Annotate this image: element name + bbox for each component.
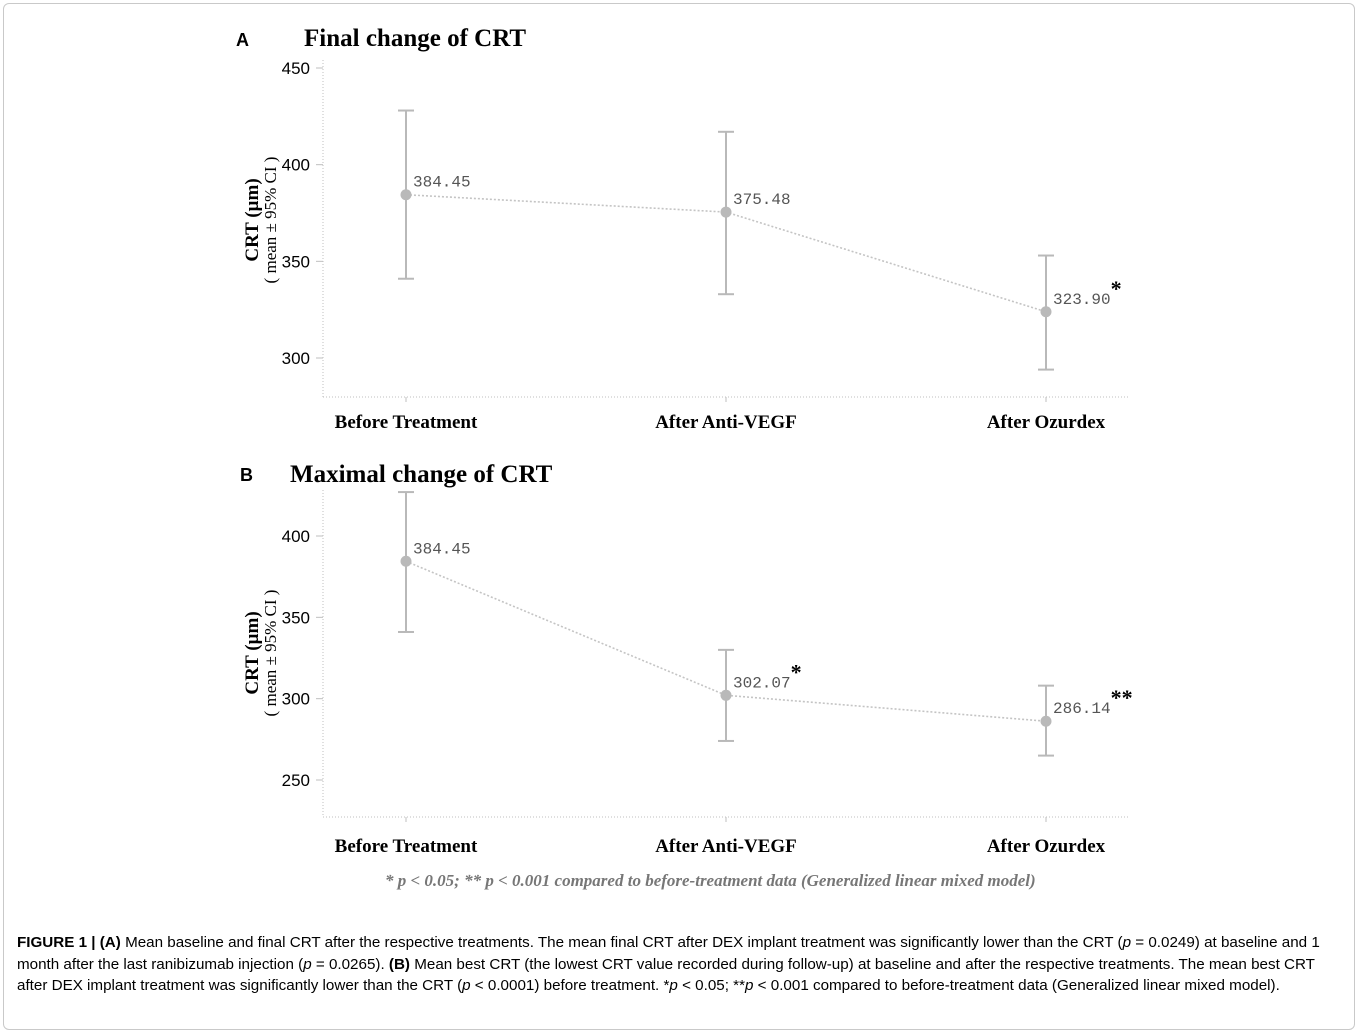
y-axis-label: CRT (µm)( mean ± 95% CI ): [242, 157, 280, 284]
data-point: [400, 189, 412, 201]
panel-b-letter: B: [240, 465, 253, 485]
data-label: 375.48: [733, 191, 791, 209]
caption-text-a3: = 0.0265).: [311, 955, 389, 973]
y-tick-label: 400: [282, 527, 310, 546]
caption-text-b4: < 0.001 compared to before-treatment dat…: [753, 977, 1280, 994]
caption-tag-a: (A): [99, 934, 121, 951]
y-axis-label-sub: ( mean ± 95% CI ): [261, 590, 280, 717]
y-tick-label: 300: [282, 690, 310, 709]
data-point: [720, 689, 732, 701]
y-axis-label-sub: ( mean ± 95% CI ): [261, 157, 280, 284]
x-category-label: After Ozurdex: [987, 836, 1106, 857]
x-category-label: After Anti-VEGF: [655, 836, 797, 857]
data-label: 384.45: [413, 174, 471, 192]
data-label: 323.90: [1053, 291, 1111, 309]
y-tick-label: 400: [282, 156, 310, 175]
significance-footnote: * p < 0.05; ** p < 0.001 compared to bef…: [385, 871, 1036, 890]
caption-text-b2: < 0.0001) before treatment. *: [470, 977, 670, 994]
caption-text-a1: Mean baseline and final CRT after the re…: [125, 934, 1123, 951]
x-category-label: After Ozurdex: [987, 412, 1106, 433]
significance-marker: *: [1111, 276, 1122, 301]
caption-p-symbol: p: [462, 977, 471, 994]
caption-p-symbol: p: [1122, 934, 1132, 951]
data-point: [1040, 715, 1052, 727]
series-line: [405, 560, 1047, 723]
data-point: [1040, 306, 1052, 318]
panel-b-plot: 250 300 350 400 Before Treatment After Anti-V…: [242, 490, 1133, 857]
x-category-label: Before Treatment: [335, 836, 478, 857]
y-tick-label: 350: [282, 608, 310, 627]
x-category-label: After Anti-VEGF: [655, 412, 797, 433]
caption-text-b3: < 0.05; **: [677, 977, 745, 994]
panel-a-letter: A: [236, 30, 249, 50]
caption-figure-label: FIGURE 1 |: [17, 934, 96, 951]
data-label: 302.07: [733, 674, 791, 692]
figure-frame: [3, 3, 1355, 1030]
y-axis-label-main: CRT (µm): [242, 178, 263, 261]
data-point: [720, 206, 732, 218]
figure-chart: A Final change of CRT 300 350 400 450 Before…: [236, 25, 1133, 890]
significance-marker: *: [791, 659, 802, 684]
panel-a-title: Final change of CRT: [304, 25, 526, 52]
caption-p-symbol: p: [745, 977, 754, 994]
y-axis-label-main: CRT (µm): [242, 611, 263, 694]
panel-a-plot: 300 350 400 450 Before Treatment After Anti-V…: [242, 59, 1130, 433]
y-axis-label: CRT (µm)( mean ± 95% CI ): [242, 590, 280, 717]
caption-p-symbol: p: [303, 955, 312, 973]
x-category-label: Before Treatment: [335, 412, 478, 433]
y-tick-label: 450: [282, 59, 310, 78]
caption-text-a2: = 0.0249) at baseline and 1 month after …: [17, 934, 1320, 973]
caption-tag-b: (B): [388, 955, 410, 973]
data-label: 384.45: [413, 540, 471, 558]
y-tick-label: 250: [282, 771, 310, 790]
caption-text-b1: Mean best CRT (the lowest CRT value reco…: [17, 955, 1315, 995]
panel-b-title: Maximal change of CRT: [290, 461, 553, 488]
caption-p-symbol: p: [669, 977, 678, 994]
y-tick-label: 300: [282, 349, 310, 368]
y-tick-label: 350: [282, 252, 310, 271]
data-label: 286.14: [1053, 700, 1111, 718]
figure-caption: FIGURE 1 | (A) Mean baseline and final C…: [17, 932, 1343, 997]
data-point: [400, 555, 412, 567]
significance-marker: **: [1111, 685, 1133, 710]
